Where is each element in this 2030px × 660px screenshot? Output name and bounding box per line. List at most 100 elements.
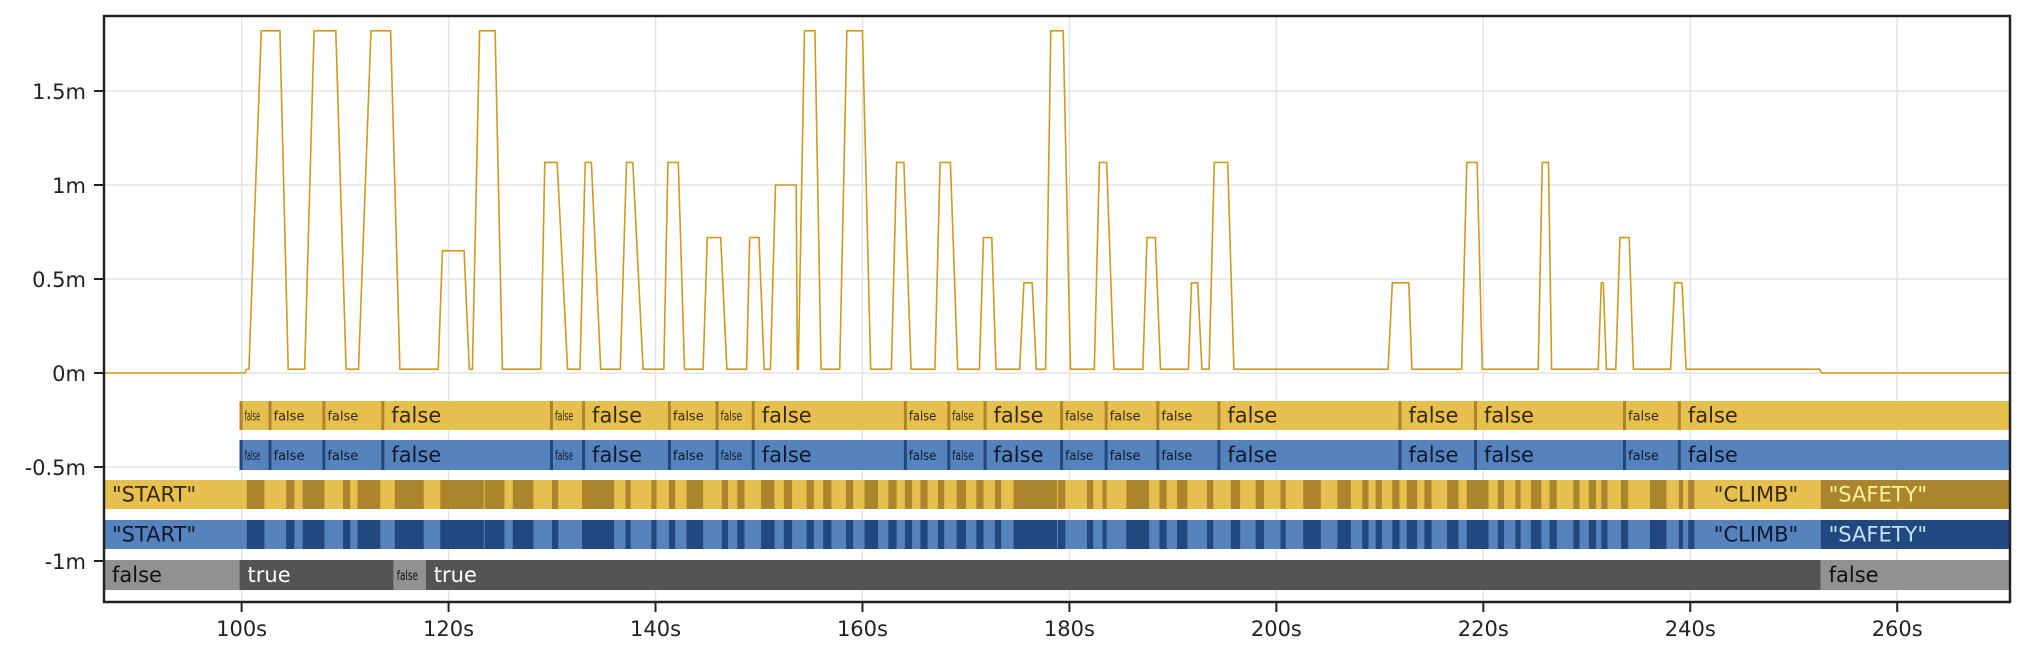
bool-row-separator <box>549 440 553 470</box>
state-stripe <box>357 480 381 509</box>
state-stripe <box>246 520 265 549</box>
state-stripe <box>1406 480 1418 509</box>
bool-row-separator <box>1104 401 1108 430</box>
segment-label: false <box>1161 449 1192 464</box>
segment-label: false <box>1688 404 1738 428</box>
state-stripe <box>1497 520 1505 549</box>
segment-label: false <box>1628 410 1659 425</box>
state-stripe <box>1688 480 1695 509</box>
state-stripe <box>888 480 897 509</box>
bool-row-separator <box>751 440 755 470</box>
state-stripe <box>1102 480 1107 509</box>
state-stripe <box>1406 520 1418 549</box>
segment-label: false <box>1161 410 1192 425</box>
state-stripe <box>1280 520 1286 549</box>
state-stripe <box>1102 520 1107 549</box>
bool-row-separator <box>1623 401 1627 430</box>
state-stripe <box>1058 520 1066 549</box>
state-stripe <box>1573 480 1580 509</box>
state-stripe <box>1392 520 1400 549</box>
state-stripe <box>484 520 505 549</box>
bool-row-background <box>239 440 2011 470</box>
state-stripe <box>994 520 1002 549</box>
state-stripe <box>976 520 984 549</box>
state-stripe <box>1362 480 1369 509</box>
state-stripe <box>864 520 878 549</box>
state-stripe <box>1255 480 1264 509</box>
plot-frame <box>102 14 2012 604</box>
segment-label: false <box>397 568 418 583</box>
state-stripe <box>1447 480 1459 509</box>
state-stripe <box>938 480 945 509</box>
x-tick-label: 260s <box>1872 617 1923 641</box>
state-stripe <box>512 480 534 509</box>
bool-row-separator <box>1677 440 1681 470</box>
x-tick-label: 180s <box>1044 617 1095 641</box>
state-stripe <box>1649 520 1667 549</box>
state-stripe <box>1424 480 1432 509</box>
state-stripe <box>625 520 631 549</box>
segment-label: false <box>327 449 358 464</box>
state-stripe <box>1466 520 1489 549</box>
state-stripe <box>956 520 966 549</box>
state-stripe <box>440 480 484 509</box>
segment-label: false <box>1110 410 1141 425</box>
state-stripe <box>552 520 559 549</box>
state-stripe <box>1573 520 1580 549</box>
axes: 100s 120s 140s 160s 180s 200s 220s 240s 260s 1.5m… <box>25 80 1923 641</box>
gray-row-segment-false <box>1820 560 2010 590</box>
state-stripe <box>845 520 854 549</box>
state-stripe <box>845 480 854 509</box>
segment-label: false <box>952 448 974 463</box>
y-tick-label: 0.5m <box>32 268 86 292</box>
state-stripe <box>582 520 615 549</box>
segment-label: "START" <box>112 483 196 507</box>
segment-label: false <box>1408 443 1458 467</box>
segment-label: false <box>391 443 441 467</box>
state-stripe <box>651 520 657 549</box>
segment-label: false <box>1829 563 1879 587</box>
x-tick-label: 240s <box>1665 617 1716 641</box>
segment-label: "SAFETY" <box>1829 523 1927 547</box>
segment-label: "SAFETY" <box>1829 483 1927 507</box>
bool-row-separator <box>1217 440 1221 470</box>
segment-label: false <box>721 448 743 463</box>
bool-row-separator <box>1398 440 1402 470</box>
segment-label: false <box>762 404 812 428</box>
state-segment-safety <box>1820 520 2010 549</box>
bool-row-separator <box>239 401 243 430</box>
bool-row-separator <box>1060 401 1064 430</box>
state-stripe <box>1620 520 1629 549</box>
segment-label: false <box>909 448 936 463</box>
bool-row-separator <box>1156 440 1160 470</box>
bool-row-separator <box>582 440 586 470</box>
y-tick-label: 1.5m <box>32 80 86 104</box>
state-stripe <box>920 520 928 549</box>
state-stripe <box>286 480 295 509</box>
state-stripe <box>1230 520 1241 549</box>
x-tick-label: 120s <box>423 617 474 641</box>
state-stripe <box>1549 520 1557 549</box>
state-stripe <box>552 480 559 509</box>
x-tick-label: 200s <box>1251 617 1302 641</box>
state-stripe <box>1530 520 1542 549</box>
state-stripe <box>1177 520 1188 549</box>
state-stripe <box>1126 520 1150 549</box>
bool-row-separator <box>239 440 243 470</box>
bool-row-separator <box>983 401 987 430</box>
bool-row-separator <box>983 440 987 470</box>
state-stripe <box>737 480 745 509</box>
segment-label: false <box>1065 447 1093 463</box>
bool-row-separator <box>268 440 272 470</box>
bool-row-separator <box>1474 401 1478 430</box>
signal-series <box>104 30 2010 374</box>
bool-row-separator <box>1060 440 1064 470</box>
state-stripe <box>1159 480 1167 509</box>
bool-row-separator <box>1217 401 1221 430</box>
state-stripe <box>1159 520 1167 549</box>
state-stripe <box>1588 480 1597 509</box>
state-stripe <box>737 520 745 549</box>
state-segment-safety <box>1820 480 2010 509</box>
state-stripe <box>761 480 775 509</box>
state-stripe <box>994 480 1002 509</box>
